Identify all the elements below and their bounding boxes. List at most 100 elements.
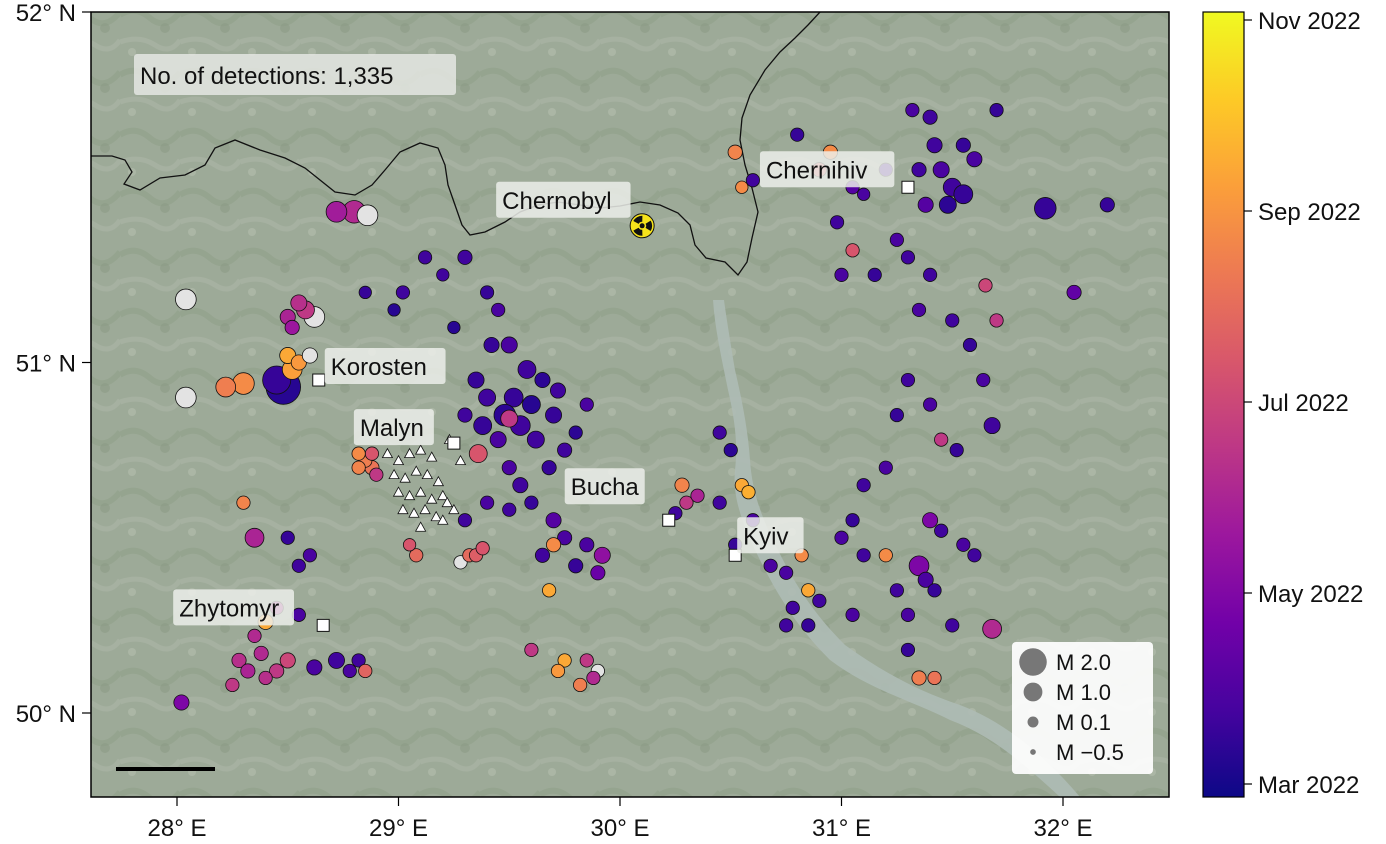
event-marker bbox=[829, 215, 845, 230]
colorbar-tick-label: May 2022 bbox=[1258, 581, 1363, 608]
colorbar-tick-label: Nov 2022 bbox=[1258, 8, 1361, 35]
event-marker bbox=[524, 495, 539, 510]
event-marker bbox=[945, 618, 960, 633]
event-marker bbox=[253, 645, 269, 661]
event-marker bbox=[417, 250, 433, 265]
event-marker bbox=[473, 416, 493, 435]
event-marker bbox=[573, 677, 588, 693]
event-marker bbox=[557, 442, 573, 458]
event-marker bbox=[917, 196, 934, 213]
event-marker bbox=[712, 495, 727, 510]
event-marker bbox=[723, 443, 738, 458]
station-marker bbox=[414, 486, 427, 497]
event-marker bbox=[232, 372, 255, 395]
event-marker bbox=[534, 372, 551, 389]
event-marker bbox=[291, 558, 306, 573]
event-marker bbox=[934, 432, 949, 447]
event-marker bbox=[175, 288, 197, 311]
event-marker bbox=[549, 382, 566, 399]
event-marker bbox=[478, 388, 497, 407]
place-label-box bbox=[173, 589, 294, 626]
event-marker bbox=[878, 460, 893, 475]
event-marker bbox=[966, 151, 983, 168]
station-marker bbox=[454, 454, 467, 466]
event-marker bbox=[856, 478, 871, 493]
event-marker bbox=[593, 546, 611, 564]
event-marker bbox=[541, 460, 557, 476]
event-marker bbox=[779, 565, 794, 580]
event-marker bbox=[244, 527, 265, 548]
station-marker bbox=[414, 444, 427, 455]
event-marker bbox=[302, 548, 317, 563]
event-marker bbox=[467, 371, 485, 389]
station-marker bbox=[408, 507, 420, 518]
event-marker bbox=[712, 425, 727, 440]
event-marker bbox=[938, 195, 957, 214]
event-marker bbox=[215, 376, 237, 398]
legend-size-marker bbox=[1030, 749, 1036, 755]
station-marker bbox=[397, 503, 409, 515]
event-marker bbox=[978, 278, 993, 293]
event-marker bbox=[269, 663, 285, 679]
place-label: Zhytomyr bbox=[179, 595, 279, 622]
event-marker bbox=[590, 565, 606, 581]
event-marker bbox=[976, 372, 991, 388]
event-marker bbox=[279, 652, 296, 669]
event-marker bbox=[457, 249, 473, 265]
event-marker bbox=[550, 663, 566, 679]
event-marker bbox=[923, 267, 938, 282]
place-label-box bbox=[496, 181, 631, 218]
event-marker bbox=[387, 303, 401, 317]
event-marker bbox=[679, 495, 694, 510]
city-marker bbox=[662, 513, 676, 527]
event-marker bbox=[889, 232, 904, 247]
event-marker bbox=[526, 430, 545, 449]
event-marker bbox=[586, 670, 601, 686]
events-layer bbox=[173, 103, 1115, 711]
station-marker bbox=[392, 454, 405, 466]
event-marker bbox=[175, 386, 197, 409]
station-marker bbox=[426, 493, 438, 504]
event-marker bbox=[857, 187, 871, 201]
event-marker bbox=[856, 548, 871, 563]
colorbar: Mar 2022 May 2022 Jul 2022 Sep 2022 Nov 2022 bbox=[1202, 8, 1363, 799]
event-marker bbox=[927, 583, 942, 598]
event-marker bbox=[522, 395, 541, 414]
event-marker bbox=[402, 538, 417, 552]
magnitude-legend: M 2.0 M 1.0 M 0.1 M −0.5 bbox=[1012, 642, 1153, 774]
event-marker bbox=[236, 495, 251, 510]
event-marker bbox=[922, 512, 939, 529]
event-marker bbox=[790, 127, 805, 142]
event-marker bbox=[325, 201, 348, 223]
event-marker bbox=[911, 302, 927, 318]
event-marker bbox=[517, 360, 537, 379]
event-marker bbox=[356, 204, 379, 227]
event-marker bbox=[240, 663, 256, 679]
station-marker bbox=[448, 503, 460, 515]
event-marker bbox=[982, 619, 1002, 639]
station-marker bbox=[381, 447, 394, 459]
x-tick-label: 30° E bbox=[591, 815, 650, 842]
y-tick-label: 51° N bbox=[16, 351, 76, 378]
place-label-box bbox=[737, 517, 804, 554]
event-marker bbox=[225, 677, 240, 693]
places-layer: Chernobyl Chernihiv Korosten Malyn Bucha Kyiv… bbox=[173, 151, 915, 632]
event-marker bbox=[457, 407, 473, 423]
event-marker bbox=[545, 512, 562, 529]
station-marker bbox=[399, 472, 411, 483]
event-marker bbox=[542, 583, 557, 598]
event-marker bbox=[889, 407, 904, 423]
event-marker bbox=[231, 652, 247, 668]
place-label: Chernihiv bbox=[766, 157, 867, 184]
event-marker bbox=[468, 444, 488, 464]
event-marker bbox=[500, 409, 519, 428]
event-marker bbox=[989, 313, 1004, 328]
event-marker bbox=[500, 336, 518, 354]
event-marker bbox=[173, 694, 190, 711]
event-marker bbox=[955, 137, 971, 153]
event-marker bbox=[741, 485, 756, 500]
x-tick-label: 31° E bbox=[812, 815, 871, 842]
event-marker bbox=[301, 347, 318, 364]
y-tick-label: 52° N bbox=[16, 0, 76, 27]
station-marker bbox=[426, 451, 438, 462]
